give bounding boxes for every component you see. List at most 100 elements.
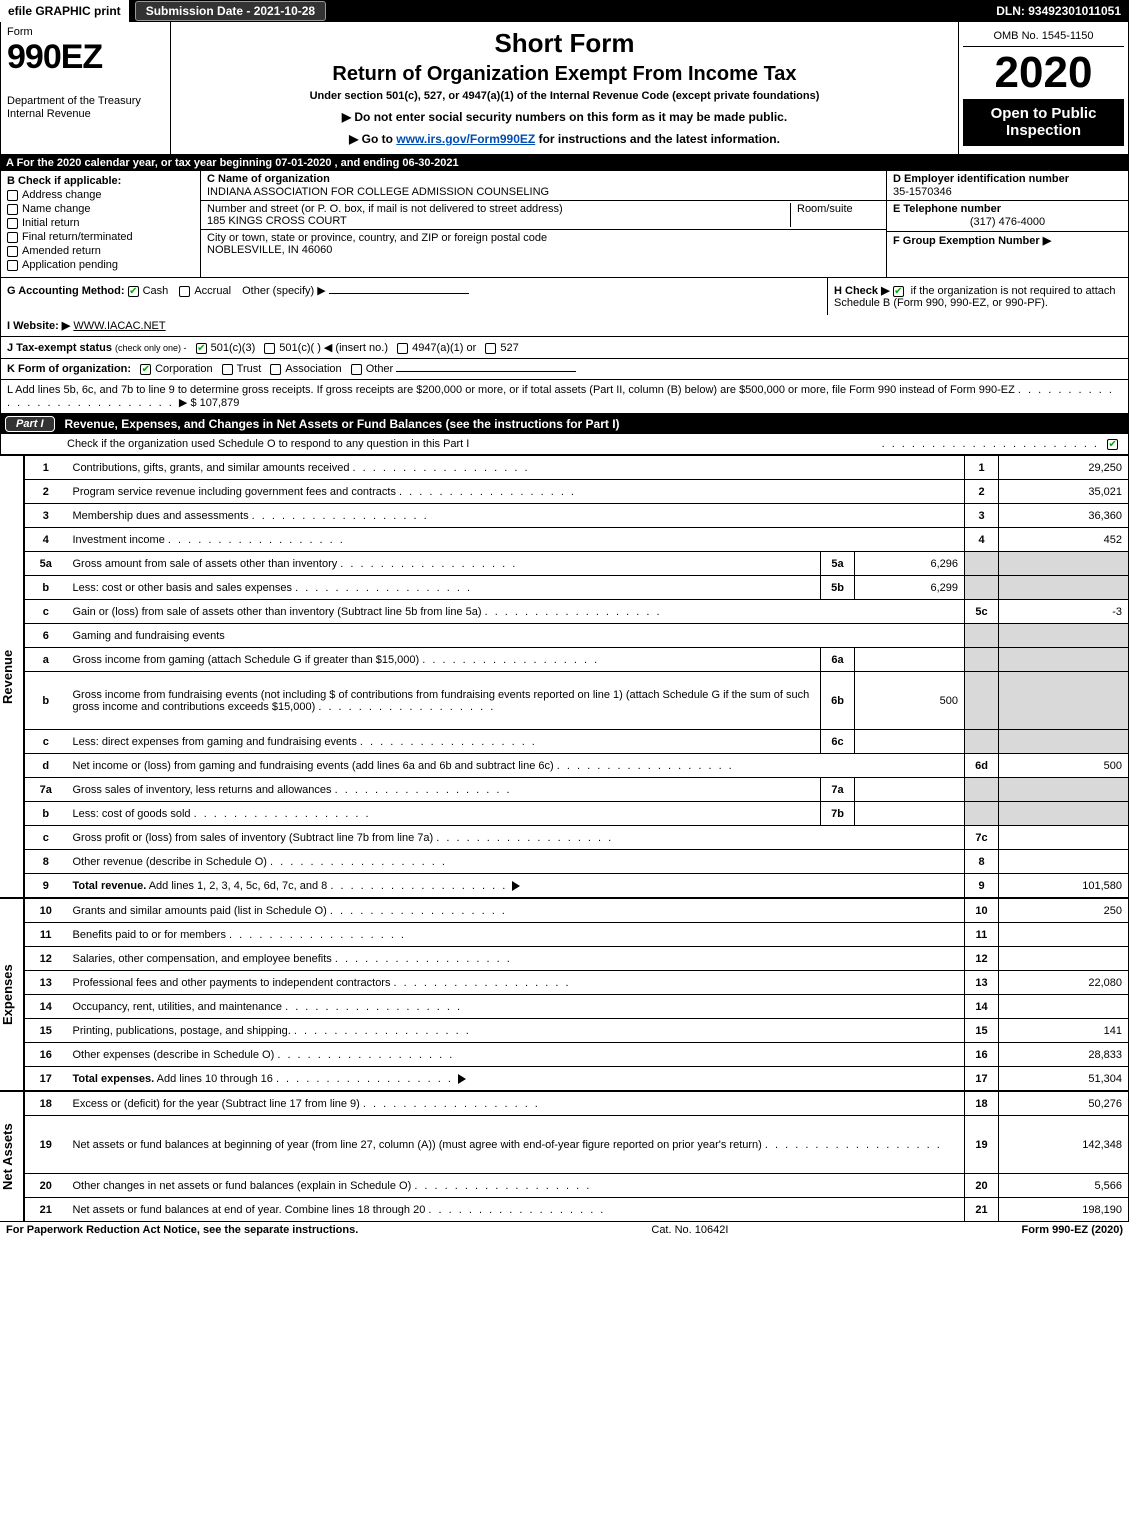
org-name: INDIANA ASSOCIATION FOR COLLEGE ADMISSIO… xyxy=(207,186,880,199)
goto-suffix: for instructions and the latest informat… xyxy=(535,132,780,146)
right-val xyxy=(999,778,1129,802)
box-b-checkbox[interactable] xyxy=(7,204,18,215)
501c3-checkbox[interactable] xyxy=(196,343,207,354)
netassets-table: 18Excess or (deficit) for the year (Subt… xyxy=(24,1091,1129,1222)
line-num: 9 xyxy=(25,874,67,898)
line-desc: Benefits paid to or for members . . . . … xyxy=(67,923,965,947)
right-val xyxy=(999,730,1129,754)
corp-checkbox[interactable] xyxy=(140,364,151,375)
efile-label: efile GRAPHIC print xyxy=(0,0,129,22)
right-col: 10 xyxy=(965,899,999,923)
right-col: 6d xyxy=(965,754,999,778)
right-col: 12 xyxy=(965,947,999,971)
line-desc: Net income or (loss) from gaming and fun… xyxy=(67,754,965,778)
accrual-checkbox[interactable] xyxy=(179,286,190,297)
irs-link[interactable]: www.irs.gov/Form990EZ xyxy=(396,132,535,146)
right-val: 35,021 xyxy=(999,480,1129,504)
line-desc: Program service revenue including govern… xyxy=(67,480,965,504)
ein-label: D Employer identification number xyxy=(893,173,1122,186)
sub-col: 6c xyxy=(821,730,855,754)
right-val: 198,190 xyxy=(999,1198,1129,1222)
line-num: 20 xyxy=(25,1174,67,1198)
other-org-checkbox[interactable] xyxy=(351,364,362,375)
revenue-table: 1Contributions, gifts, grants, and simil… xyxy=(24,455,1129,898)
sub-col: 5a xyxy=(821,552,855,576)
line-l-amount: ▶ $ 107,879 xyxy=(179,397,239,409)
assoc-checkbox[interactable] xyxy=(270,364,281,375)
4947-checkbox[interactable] xyxy=(397,343,408,354)
box-b-checkbox[interactable] xyxy=(7,260,18,271)
line-desc: Professional fees and other payments to … xyxy=(67,971,965,995)
submission-date: Submission Date - 2021-10-28 xyxy=(135,1,326,21)
right-col: 11 xyxy=(965,923,999,947)
line-h: H Check ▶ if the organization is not req… xyxy=(828,278,1128,315)
part-i-check-row: Check if the organization used Schedule … xyxy=(0,434,1129,455)
right-col: 15 xyxy=(965,1019,999,1043)
department: Department of the Treasury Internal Reve… xyxy=(7,95,164,120)
right-col: 7c xyxy=(965,826,999,850)
goto-instructions: ▶ Go to www.irs.gov/Form990EZ for instru… xyxy=(181,132,948,146)
sub-val: 6,299 xyxy=(855,576,965,600)
right-val xyxy=(999,802,1129,826)
tax-year: 2020 xyxy=(963,47,1124,99)
opt-assoc: Association xyxy=(285,363,341,375)
line-desc: Total expenses. Add lines 10 through 16 … xyxy=(67,1067,965,1091)
box-b-item: Application pending xyxy=(22,259,118,271)
line-num: a xyxy=(25,648,67,672)
right-val xyxy=(999,850,1129,874)
right-val: 101,580 xyxy=(999,874,1129,898)
line-desc: Gross amount from sale of assets other t… xyxy=(67,552,821,576)
line-num: c xyxy=(25,826,67,850)
line-j: J Tax-exempt status (check only one) - 5… xyxy=(0,337,1129,359)
line-g: G Accounting Method: Cash Accrual Other … xyxy=(1,278,828,315)
right-val xyxy=(999,648,1129,672)
right-col: 2 xyxy=(965,480,999,504)
line-desc: Printing, publications, postage, and shi… xyxy=(67,1019,965,1043)
line-desc: Grants and similar amounts paid (list in… xyxy=(67,899,965,923)
box-b-item: Amended return xyxy=(22,245,101,257)
right-col: 5c xyxy=(965,600,999,624)
right-col: 9 xyxy=(965,874,999,898)
schedule-o-checkbox[interactable] xyxy=(1107,439,1118,450)
line-desc: Gross sales of inventory, less returns a… xyxy=(67,778,821,802)
box-b-checkbox[interactable] xyxy=(7,190,18,201)
trust-checkbox[interactable] xyxy=(222,364,233,375)
line-h-checkbox[interactable] xyxy=(893,286,904,297)
page-footer: For Paperwork Reduction Act Notice, see … xyxy=(0,1222,1129,1238)
sub-val: 500 xyxy=(855,672,965,730)
cash-label: Cash xyxy=(143,285,169,297)
box-b-item: Name change xyxy=(22,203,91,215)
line-desc: Other expenses (describe in Schedule O) … xyxy=(67,1043,965,1067)
form-header: Form 990EZ Department of the Treasury In… xyxy=(0,22,1129,155)
line-j-note: (check only one) - xyxy=(115,343,187,353)
box-b-checkbox[interactable] xyxy=(7,232,18,243)
right-col: 13 xyxy=(965,971,999,995)
527-checkbox[interactable] xyxy=(485,343,496,354)
line-num: b xyxy=(25,672,67,730)
sub-col: 7a xyxy=(821,778,855,802)
line-desc: Net assets or fund balances at end of ye… xyxy=(67,1198,965,1222)
street-label: Number and street (or P. O. box, if mail… xyxy=(207,203,790,215)
sub-val xyxy=(855,648,965,672)
box-b-checkbox[interactable] xyxy=(7,246,18,257)
cash-checkbox[interactable] xyxy=(128,286,139,297)
box-b-item: Address change xyxy=(22,189,102,201)
sub-col: 7b xyxy=(821,802,855,826)
501c-checkbox[interactable] xyxy=(264,343,275,354)
room-suite-label: Room/suite xyxy=(790,203,880,227)
sub-val xyxy=(855,730,965,754)
line-desc: Gain or (loss) from sale of assets other… xyxy=(67,600,965,624)
line-desc: Less: direct expenses from gaming and fu… xyxy=(67,730,821,754)
box-b-title: B Check if applicable: xyxy=(7,175,194,187)
group-exemption-label: F Group Exemption Number ▶ xyxy=(893,234,1122,247)
line-num: 12 xyxy=(25,947,67,971)
line-num: 15 xyxy=(25,1019,67,1043)
opt-501c3: 501(c)(3) xyxy=(211,342,256,354)
top-bar: efile GRAPHIC print Submission Date - 20… xyxy=(0,0,1129,22)
line-num: 17 xyxy=(25,1067,67,1091)
line-desc: Net assets or fund balances at beginning… xyxy=(67,1116,965,1174)
box-b-checkbox[interactable] xyxy=(7,218,18,229)
right-val xyxy=(999,672,1129,730)
accrual-label: Accrual xyxy=(194,285,231,297)
open-public: Open to Public Inspection xyxy=(963,99,1124,146)
